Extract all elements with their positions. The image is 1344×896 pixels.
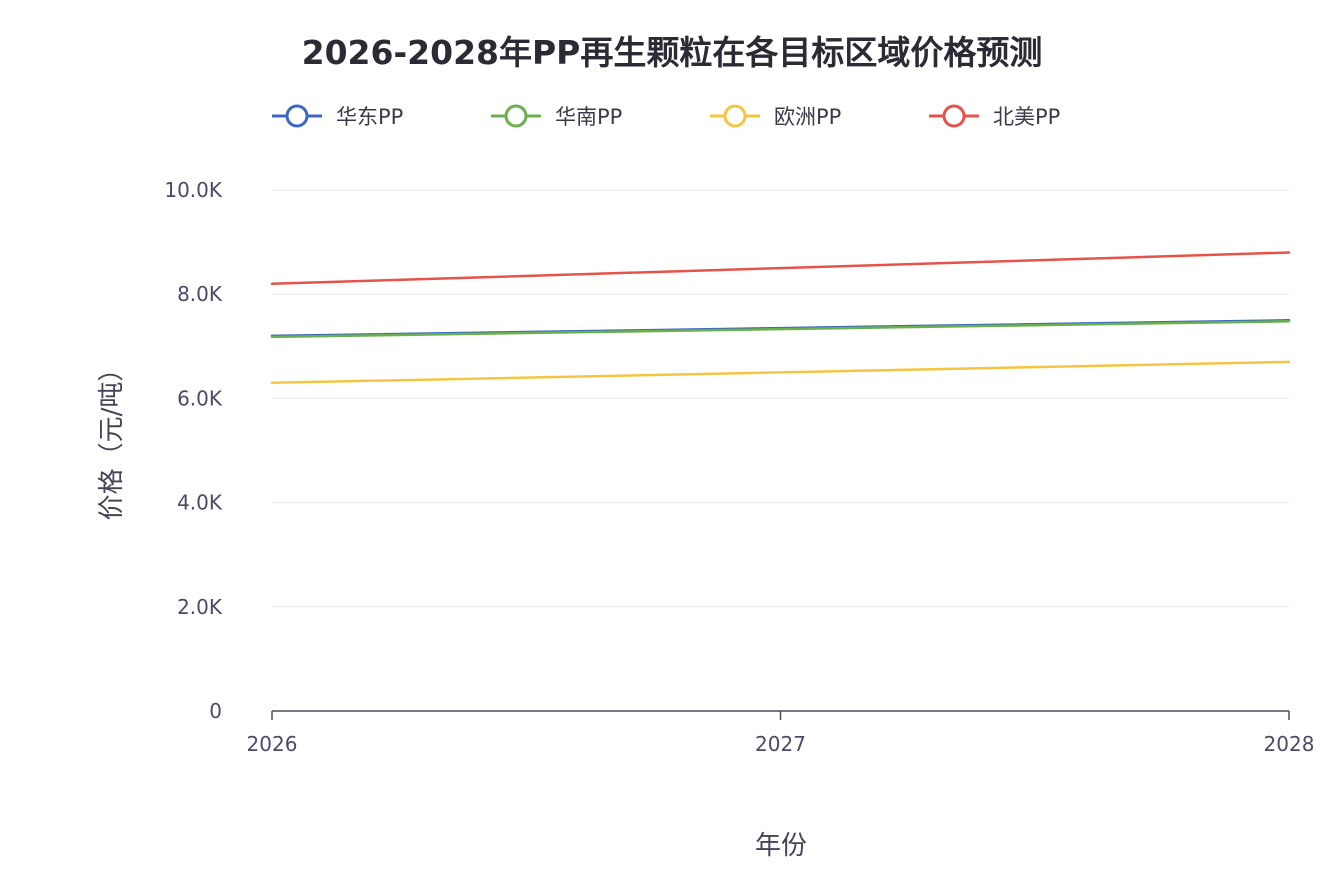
legend-label: 华东PP — [336, 105, 403, 129]
y-tick-label: 0 — [209, 699, 222, 723]
legend-item[interactable]: 欧洲PP — [710, 104, 841, 129]
y-axis-ticks: 0 2.0K 4.0K 6.0K 8.0K 10.0K — [164, 178, 223, 723]
legend-label: 华南PP — [555, 105, 622, 129]
legend-item[interactable]: 北美PP — [929, 104, 1060, 129]
x-axis-title: 年份 — [755, 831, 807, 861]
y-tick-label: 2.0K — [177, 595, 223, 619]
legend-label: 欧洲PP — [774, 105, 841, 129]
x-tick-label: 2026 — [247, 732, 298, 756]
y-tick-label: 4.0K — [177, 491, 223, 515]
y-tick-label: 10.0K — [164, 178, 223, 202]
series-line — [270, 320, 1291, 339]
y-axis-title: 价格（元/吨） — [97, 356, 127, 521]
y-tick-label: 6.0K — [177, 386, 223, 410]
legend-label: 北美PP — [993, 105, 1060, 129]
legend-circle-icon — [285, 104, 309, 128]
x-tick-label: 2027 — [755, 732, 806, 756]
series-lines — [270, 251, 1291, 385]
y-tick-label: 8.0K — [177, 282, 223, 306]
legend[interactable]: 华东PP 华南PP 欧洲PP 北美PP — [272, 104, 1060, 129]
series-line — [270, 251, 1291, 286]
x-axis: 2026 2027 2028 — [247, 710, 1315, 756]
legend-circle-icon — [942, 104, 966, 128]
series-line — [270, 360, 1291, 385]
legend-circle-icon — [723, 104, 747, 128]
legend-circle-icon — [504, 104, 528, 128]
legend-item[interactable]: 华南PP — [491, 104, 622, 129]
x-tick-label: 2028 — [1264, 732, 1315, 756]
chart-title: 2026-2028年PP再生颗粒在各目标区域价格预测 — [302, 33, 1043, 72]
legend-item[interactable]: 华东PP — [272, 104, 403, 129]
grid-lines — [272, 189, 1289, 608]
